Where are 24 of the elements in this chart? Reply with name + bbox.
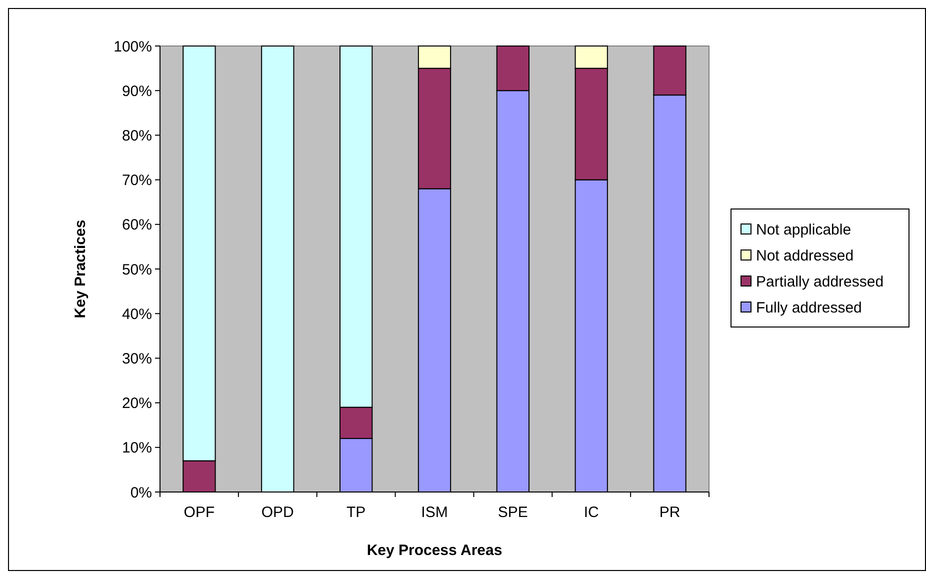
x-tick-label: IC (584, 504, 600, 521)
y-tick-label: 100% (114, 38, 152, 56)
legend-label: Not applicable (756, 221, 852, 238)
x-tick-label: ISM (421, 504, 448, 521)
y-tick-label: 50% (122, 261, 152, 278)
x-tick-label: OPD (261, 504, 294, 521)
x-axis-title: Key Process Areas (366, 542, 502, 559)
x-tick-label: TP (346, 504, 366, 521)
y-tick-label: 0% (130, 484, 152, 502)
legend-label: Fully addressed (756, 299, 862, 316)
y-tick-label: 60% (122, 216, 152, 234)
y-tick-label: 90% (122, 82, 152, 100)
y-axis-title: Key Practices (72, 220, 89, 318)
x-tick-label: SPE (498, 504, 528, 521)
y-tick-label: 70% (122, 172, 152, 190)
y-tick-label: 30% (122, 350, 152, 368)
x-tick-label: PR (659, 504, 680, 521)
y-tick-label: 80% (122, 127, 152, 144)
y-tick-label: 20% (122, 395, 152, 412)
y-tick-label: 40% (122, 306, 152, 323)
legend-label: Not addressed (756, 247, 854, 264)
x-tick-label: OPF (184, 504, 215, 521)
y-tick-label: 10% (122, 440, 152, 457)
legend-label: Partially addressed (756, 273, 884, 290)
